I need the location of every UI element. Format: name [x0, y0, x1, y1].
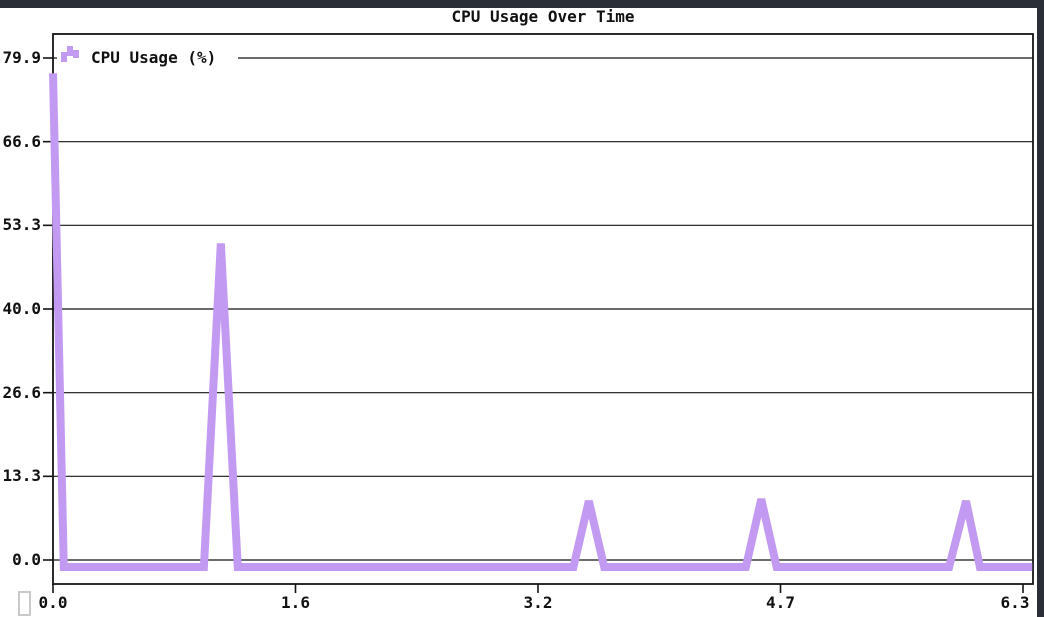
- y-tick-label: 13.3: [2, 466, 41, 486]
- x-tick-label: 4.7: [766, 593, 795, 612]
- window-top-edge: [0, 0, 1044, 8]
- y-tick-label: 79.9: [2, 47, 41, 67]
- y-tick-label: 0.0: [12, 550, 41, 569]
- y-tick-label: 53.3: [2, 215, 41, 235]
- legend: CPU Usage (%): [57, 45, 239, 69]
- y-tick-label: 66.6: [2, 131, 41, 151]
- window-right-edge: [1037, 0, 1044, 617]
- line-series-icon: [61, 45, 79, 62]
- x-tick-label: 3.2: [523, 593, 553, 612]
- y-tick-label: 26.6: [2, 382, 41, 402]
- cpu-usage-line: [49, 73, 1033, 571]
- x-tick-label: 1.6: [281, 593, 310, 612]
- y-tick-label: 40.0: [2, 298, 41, 318]
- chart-title: CPU Usage Over Time: [451, 7, 635, 26]
- x-tick-label: 0.0: [38, 593, 68, 612]
- x-tick-label: 6.3: [1000, 593, 1030, 612]
- legend-label: CPU Usage (%): [91, 47, 217, 67]
- terminal-cursor: [18, 591, 31, 616]
